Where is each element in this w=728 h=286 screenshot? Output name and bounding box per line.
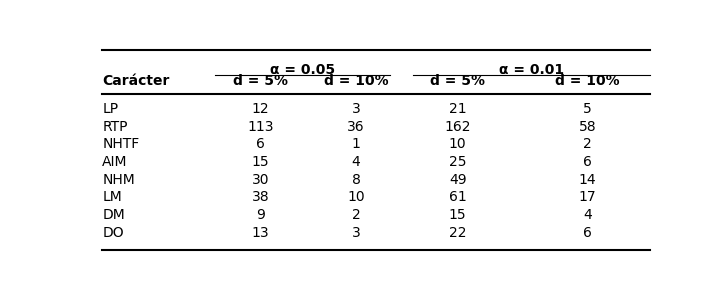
Text: 4: 4: [583, 208, 592, 222]
Text: 3: 3: [352, 102, 360, 116]
Text: 10: 10: [449, 138, 467, 151]
Text: 14: 14: [579, 173, 596, 187]
Text: LM: LM: [102, 190, 122, 204]
Text: 162: 162: [445, 120, 471, 134]
Text: 10: 10: [347, 190, 365, 204]
Text: 13: 13: [251, 226, 269, 239]
Text: 36: 36: [347, 120, 365, 134]
Text: d = 5%: d = 5%: [430, 74, 486, 88]
Text: AIM: AIM: [102, 155, 128, 169]
Text: RTP: RTP: [102, 120, 128, 134]
Text: 1: 1: [352, 138, 360, 151]
Text: 22: 22: [449, 226, 467, 239]
Text: α = 0.01: α = 0.01: [499, 63, 563, 77]
Text: 25: 25: [449, 155, 467, 169]
Text: Carácter: Carácter: [102, 74, 170, 88]
Text: 38: 38: [251, 190, 269, 204]
Text: NHTF: NHTF: [102, 138, 140, 151]
Text: LP: LP: [102, 102, 119, 116]
Text: 17: 17: [579, 190, 596, 204]
Text: 9: 9: [256, 208, 265, 222]
Text: 15: 15: [449, 208, 467, 222]
Text: d = 10%: d = 10%: [324, 74, 389, 88]
Text: 30: 30: [251, 173, 269, 187]
Text: 8: 8: [352, 173, 360, 187]
Text: 12: 12: [251, 102, 269, 116]
Text: 113: 113: [247, 120, 274, 134]
Text: 6: 6: [583, 155, 592, 169]
Text: 6: 6: [583, 226, 592, 239]
Text: 2: 2: [583, 138, 592, 151]
Text: 15: 15: [251, 155, 269, 169]
Text: 61: 61: [449, 190, 467, 204]
Text: 5: 5: [583, 102, 592, 116]
Text: α = 0.05: α = 0.05: [270, 63, 335, 77]
Text: DM: DM: [102, 208, 125, 222]
Text: 21: 21: [449, 102, 467, 116]
Text: 49: 49: [449, 173, 467, 187]
Text: 4: 4: [352, 155, 360, 169]
Text: 6: 6: [256, 138, 265, 151]
Text: d = 5%: d = 5%: [233, 74, 288, 88]
Text: d = 10%: d = 10%: [555, 74, 620, 88]
Text: 3: 3: [352, 226, 360, 239]
Text: 58: 58: [579, 120, 596, 134]
Text: 2: 2: [352, 208, 360, 222]
Text: NHM: NHM: [102, 173, 135, 187]
Text: DO: DO: [102, 226, 124, 239]
